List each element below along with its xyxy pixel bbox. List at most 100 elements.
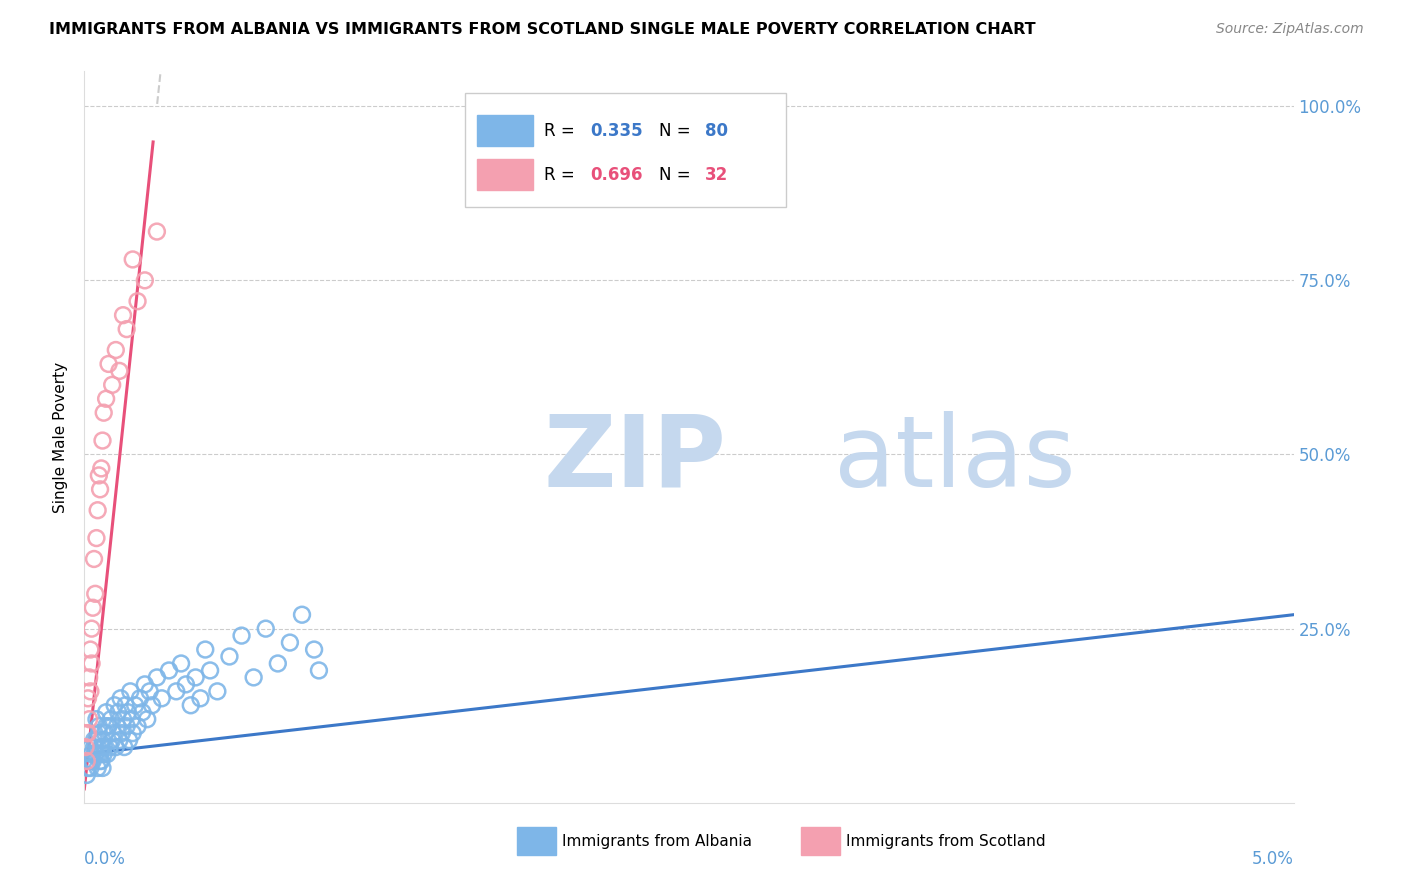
Point	[83, 740, 105, 755]
Point	[107, 705, 129, 719]
Point	[101, 733, 124, 747]
Point	[94, 705, 117, 719]
Text: atlas: atlas	[834, 410, 1076, 508]
Point	[242, 670, 264, 684]
Point	[89, 754, 111, 768]
Point	[174, 677, 197, 691]
Point	[218, 649, 240, 664]
Point	[127, 719, 149, 733]
Point	[184, 670, 207, 684]
FancyBboxPatch shape	[478, 159, 533, 190]
Point	[157, 664, 180, 678]
Point	[131, 705, 153, 719]
Point	[86, 712, 108, 726]
FancyBboxPatch shape	[465, 94, 786, 207]
Point	[127, 294, 149, 309]
Point	[100, 712, 122, 726]
Point	[90, 740, 112, 755]
Point	[198, 664, 221, 678]
Point	[138, 684, 160, 698]
Point	[141, 698, 163, 713]
Point	[254, 622, 277, 636]
Point	[90, 754, 112, 768]
Point	[267, 657, 290, 671]
Point	[76, 726, 98, 740]
Point	[134, 677, 156, 691]
Point	[94, 726, 117, 740]
Point	[108, 364, 131, 378]
Point	[91, 733, 114, 747]
Point	[87, 726, 110, 740]
Text: R =: R =	[544, 166, 579, 185]
Point	[104, 740, 127, 755]
Point	[91, 761, 114, 775]
Point	[291, 607, 314, 622]
Point	[134, 273, 156, 287]
Point	[194, 642, 217, 657]
FancyBboxPatch shape	[801, 827, 841, 855]
Point	[308, 664, 330, 678]
Point	[278, 635, 301, 649]
Point	[115, 322, 138, 336]
Point	[82, 754, 104, 768]
Point	[90, 461, 112, 475]
Point	[84, 747, 107, 761]
Point	[101, 377, 124, 392]
Text: 0.696: 0.696	[589, 166, 643, 185]
Point	[112, 740, 135, 755]
Point	[79, 684, 101, 698]
Point	[96, 747, 118, 761]
Point	[79, 642, 101, 657]
Point	[87, 719, 110, 733]
Point	[89, 747, 111, 761]
Point	[97, 357, 120, 371]
Point	[120, 684, 142, 698]
Point	[136, 712, 159, 726]
Point	[82, 600, 104, 615]
Text: Immigrants from Albania: Immigrants from Albania	[562, 834, 752, 849]
Point	[86, 503, 108, 517]
Point	[94, 719, 117, 733]
Point	[80, 657, 103, 671]
Point	[86, 531, 108, 545]
Point	[75, 740, 97, 755]
Point	[86, 747, 108, 761]
Point	[91, 434, 114, 448]
Point	[170, 657, 193, 671]
Point	[302, 642, 325, 657]
Text: 5.0%: 5.0%	[1251, 850, 1294, 868]
Point	[93, 747, 115, 761]
Point	[77, 670, 100, 684]
Y-axis label: Single Male Poverty: Single Male Poverty	[53, 361, 69, 513]
Point	[87, 468, 110, 483]
Text: IMMIGRANTS FROM ALBANIA VS IMMIGRANTS FROM SCOTLAND SINGLE MALE POVERTY CORRELAT: IMMIGRANTS FROM ALBANIA VS IMMIGRANTS FR…	[49, 22, 1036, 37]
Text: 0.335: 0.335	[589, 122, 643, 140]
Point	[98, 740, 121, 755]
Point	[89, 483, 111, 497]
Point	[105, 719, 128, 733]
Point	[124, 698, 146, 713]
Text: 80: 80	[704, 122, 728, 140]
Point	[231, 629, 253, 643]
Point	[146, 225, 169, 239]
Point	[115, 719, 138, 733]
Point	[121, 252, 143, 267]
Point	[165, 684, 187, 698]
Point	[110, 691, 132, 706]
Text: 32: 32	[704, 166, 728, 185]
Point	[84, 587, 107, 601]
Point	[108, 733, 131, 747]
Point	[77, 754, 100, 768]
FancyBboxPatch shape	[517, 827, 555, 855]
Point	[114, 698, 136, 713]
Point	[76, 768, 98, 782]
Point	[121, 712, 143, 726]
Point	[83, 733, 105, 747]
Point	[180, 698, 202, 713]
Point	[93, 740, 115, 755]
Point	[103, 726, 125, 740]
Text: Source: ZipAtlas.com: Source: ZipAtlas.com	[1216, 22, 1364, 37]
Point	[80, 747, 103, 761]
Text: 0.0%: 0.0%	[84, 850, 127, 868]
Point	[207, 684, 229, 698]
